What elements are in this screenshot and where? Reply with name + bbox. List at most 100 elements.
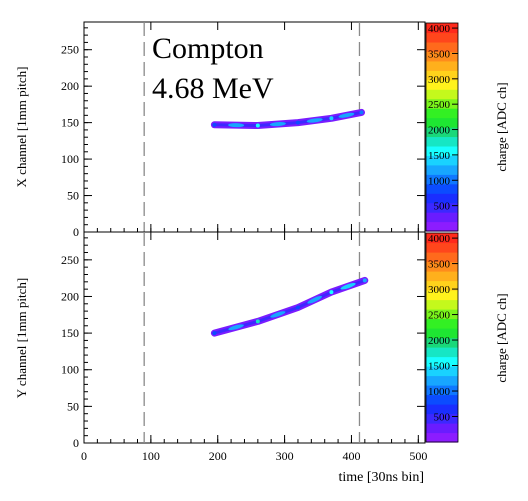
colorbar-step <box>426 145 458 156</box>
colorbar-step <box>426 193 458 204</box>
colorbar-step <box>426 432 458 443</box>
colorbar-step <box>426 347 458 358</box>
colorbar-title-x: charge [ADC ch] <box>494 82 509 171</box>
charge-point <box>362 278 367 283</box>
colorbar-step <box>426 375 458 386</box>
colorbar-step <box>426 221 458 232</box>
colorbar-step <box>426 174 458 185</box>
colorbar-step <box>426 394 458 405</box>
colorbar-step <box>426 366 458 377</box>
colorbar-step <box>426 89 458 100</box>
colorbar-tick-label: 3000 <box>428 284 451 296</box>
colorbar-step <box>426 183 458 194</box>
charge-hotspot <box>270 311 286 318</box>
x-tick-label: 300 <box>276 449 294 463</box>
y-tick-label: 250 <box>61 253 79 267</box>
charge-point <box>255 319 260 324</box>
panel-x-view: 0 50 100 150 200 250 X channel [1mm pitch] <box>14 21 426 239</box>
charge-hotspot <box>269 122 286 127</box>
y-tick-label: 150 <box>61 326 79 340</box>
y-tick-label: 250 <box>61 43 79 57</box>
colorbar-tick-label: 500 <box>434 412 451 424</box>
charge-point <box>255 123 260 128</box>
y-tick-label: 50 <box>67 399 79 413</box>
colorbar-tick-label: 1500 <box>428 150 451 162</box>
colorbar-tick-label: 3500 <box>428 259 451 271</box>
colorbar-step <box>426 233 458 244</box>
colorbar-step <box>426 79 458 90</box>
charge-point <box>295 120 300 125</box>
panel-y-frame <box>83 231 426 444</box>
panel-y-view: 0 50 100 150 200 250 Y channel [1mm pitch] <box>14 231 426 450</box>
colorbar-step <box>426 127 458 138</box>
colorbar-step <box>426 280 458 291</box>
colorbar-tick-label: 4000 <box>428 233 451 245</box>
colorbar-step <box>426 23 458 34</box>
colorbar-step <box>426 261 458 272</box>
charge-point <box>295 305 300 310</box>
charge-point <box>212 331 217 336</box>
y-tick-label: 100 <box>61 152 79 166</box>
annotation-process: Compton <box>152 32 264 65</box>
colorbar-tick-label: 2500 <box>428 310 451 322</box>
colorbar-step <box>426 108 458 119</box>
colorbar-tick-label: 4000 <box>428 23 451 35</box>
colorbar-step <box>426 299 458 310</box>
colorbar-tick-label: 2000 <box>428 335 451 347</box>
colorbar-step <box>426 41 458 52</box>
colorbar-step <box>426 202 458 213</box>
charge-hotspot <box>228 324 244 331</box>
charge-hotspot <box>228 123 245 128</box>
colorbar-tick-label: 1500 <box>428 361 451 373</box>
x-tick-label: 500 <box>409 449 427 463</box>
y-tick-label: 0 <box>73 436 79 450</box>
colorbar-step <box>426 212 458 223</box>
colorbar-step <box>426 51 458 62</box>
x-tick-label: 200 <box>209 449 227 463</box>
colorbar-step <box>426 290 458 301</box>
colorbar-step <box>426 136 458 147</box>
colorbar-title-y: charge [ADC ch] <box>494 293 509 382</box>
y-tick-label: 150 <box>61 116 79 130</box>
colorbar-step <box>426 70 458 81</box>
colorbar-tick-label: 2000 <box>428 125 451 137</box>
colorbar-step <box>426 60 458 71</box>
colorbar-frame <box>425 22 459 232</box>
colorbar-step <box>426 413 458 424</box>
colorbar-step <box>426 309 458 320</box>
colorbar-tick-label: 1000 <box>428 175 451 187</box>
colorbar-step <box>426 356 458 367</box>
x-tick-label: 0 <box>81 449 87 463</box>
colorbar-step <box>426 252 458 263</box>
annotation-energy: 4.68 MeV <box>152 72 274 105</box>
y-tick-label: 200 <box>61 289 79 303</box>
charge-hotspot <box>340 282 356 290</box>
colorbar-step <box>426 242 458 253</box>
charge-point <box>329 290 334 295</box>
colorbar-tick-label: 500 <box>434 201 451 213</box>
colorbar-step <box>426 117 458 128</box>
x-axis-title: time [30ns bin] <box>338 470 424 485</box>
colorbar-tick-label: 1000 <box>428 386 451 398</box>
colorbar-tick-label: 3500 <box>428 48 451 60</box>
colorbar-tick-label: 2500 <box>428 99 451 111</box>
y-tick-label: 100 <box>61 363 79 377</box>
x-tick-label: 100 <box>142 449 160 463</box>
colorbar-step <box>426 155 458 166</box>
colorbar-step <box>426 271 458 282</box>
y-axis-title-x: X channel [1mm pitch] <box>14 67 29 188</box>
charge-hotspot <box>307 295 322 304</box>
charge-point <box>212 122 217 127</box>
y-axis-title-y: Y channel [1mm pitch] <box>14 278 29 398</box>
colorbar-step <box>426 318 458 329</box>
y-tick-label: 0 <box>73 225 79 239</box>
y-tick-label: 50 <box>67 189 79 203</box>
colorbar-step <box>426 423 458 434</box>
colorbar-step <box>426 385 458 396</box>
y-tick-label: 200 <box>61 79 79 93</box>
colorbar-tick-label: 3000 <box>428 74 451 86</box>
charge-hotspot <box>306 118 323 123</box>
colorbar-step <box>426 328 458 339</box>
colorbar-step <box>426 404 458 415</box>
